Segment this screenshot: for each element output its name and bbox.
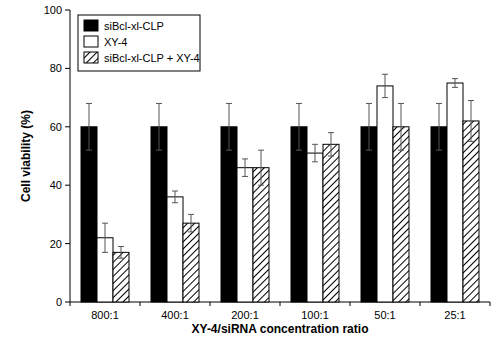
y-tick: [65, 126, 70, 127]
x-tick-label: 800:1: [91, 309, 119, 321]
y-tick-label: 100: [44, 4, 62, 16]
chart: 0 20 40 60 80 100 800:1 400:1 200:1 100:1 50:1 25:1…: [0, 0, 500, 337]
error-bar: [242, 159, 248, 177]
x-tick-label: 200:1: [231, 309, 259, 321]
x-tick-label: 100:1: [301, 309, 329, 321]
error-bar: [436, 103, 442, 150]
y-tick-label: 60: [50, 121, 62, 133]
x-tick: [280, 302, 281, 306]
y-tick-label: 20: [50, 238, 62, 250]
bar: [113, 252, 129, 302]
y-tick-label: 80: [50, 62, 62, 74]
x-tick: [210, 302, 211, 306]
bar: [183, 223, 199, 302]
bar: [167, 197, 183, 302]
y-axis: [70, 10, 71, 302]
error-bar: [468, 101, 474, 142]
legend-label: XY-4: [104, 36, 127, 48]
y-tick: [65, 243, 70, 244]
error-bar: [382, 74, 388, 97]
x-axis-label: XY-4/siRNA concentration ratio: [192, 322, 369, 336]
x-tick: [490, 302, 491, 306]
bar: [323, 144, 339, 302]
error-bar: [102, 223, 108, 252]
x-tick: [350, 302, 351, 306]
bar: [463, 121, 479, 302]
legend-label: siBcl-xl-CLP: [104, 20, 164, 32]
y-tick: [65, 185, 70, 186]
legend-label: siBcl-xl-CLP + XY-4: [104, 52, 200, 64]
bar: [447, 83, 463, 302]
error-bar: [172, 191, 178, 203]
bar: [431, 127, 447, 302]
y-tick: [65, 68, 70, 69]
x-tick-label: 25:1: [444, 309, 465, 321]
error-bar: [366, 103, 372, 150]
x-tick: [70, 302, 71, 306]
y-tick: [65, 302, 70, 303]
legend-swatch: [84, 20, 98, 31]
legend: siBcl-xl-CLP XY-4 siBcl-xl-CLP + XY-4: [78, 15, 200, 71]
x-tick-label: 50:1: [374, 309, 395, 321]
y-tick: [65, 10, 70, 11]
bar: [393, 127, 409, 302]
error-bar: [226, 103, 232, 150]
legend-box: [78, 15, 200, 71]
error-bar: [118, 247, 124, 259]
bar: [253, 168, 269, 302]
error-bar: [452, 79, 458, 88]
error-bar: [296, 103, 302, 150]
error-bar: [156, 103, 162, 150]
error-bar: [258, 150, 264, 185]
legend-swatch: [84, 36, 98, 47]
bar: [291, 127, 307, 302]
bar: [237, 168, 253, 302]
legend-swatch: [84, 52, 98, 63]
error-bar: [328, 133, 334, 156]
bar: [361, 127, 377, 302]
error-bar: [188, 214, 194, 232]
bar: [377, 86, 393, 302]
bar: [307, 153, 323, 302]
bar: [81, 127, 97, 302]
x-tick: [420, 302, 421, 306]
y-tick-label: 0: [56, 296, 62, 308]
error-bar: [398, 103, 404, 150]
bar: [151, 127, 167, 302]
error-bar: [86, 103, 92, 150]
y-axis-label: Cell viability (%): [19, 110, 33, 202]
error-bar: [312, 144, 318, 162]
x-tick-label: 400:1: [161, 309, 189, 321]
bar: [221, 127, 237, 302]
y-tick-label: 40: [50, 179, 62, 191]
x-tick: [140, 302, 141, 306]
